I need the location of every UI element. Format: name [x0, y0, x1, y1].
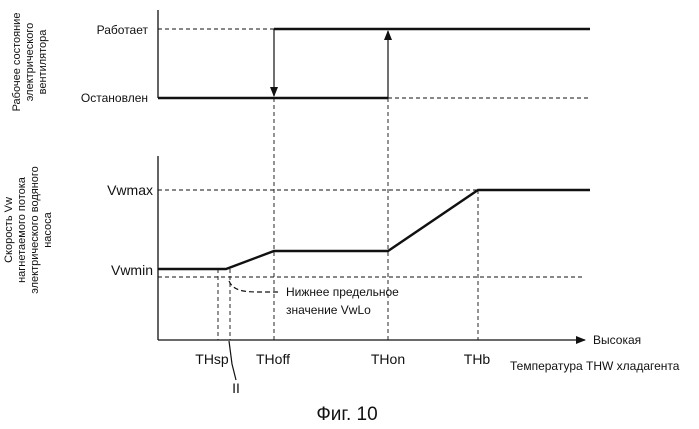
pump-y-label: Скорость Vw нагнетаемого потока электрич…: [3, 166, 54, 294]
tick-label-thoff: THoff: [256, 351, 290, 367]
pump-speed-trace: [158, 188, 590, 271]
lower-limit-label-line-1: Нижнее предельное: [286, 285, 399, 299]
pump-speed-panel: Скорость Vw нагнетаемого потока электрич…: [3, 98, 680, 396]
fan-state-panel: Рабочее состояние электрического вентиля…: [11, 10, 590, 111]
x-axis-title: Температура THW хладагента: [510, 359, 680, 373]
tick-label-thb: THb: [464, 351, 491, 367]
roman-two-leader: [228, 340, 237, 381]
fan-y-label: Рабочее состояние электрического вентиля…: [11, 13, 49, 112]
fan-y-label-line-1: Рабочее состояние: [11, 13, 23, 112]
roman-two-label: II: [232, 380, 240, 396]
fan-state-on-label: Работает: [97, 23, 149, 37]
lower-limit-label-line-2: значение VwLo: [286, 303, 371, 317]
fan-state-off-label: Остановлен: [81, 91, 148, 105]
pump-y-label-line-2: нагнетаемого потока: [16, 176, 28, 283]
lower-limit-leader: [228, 280, 280, 293]
fan-y-label-line-3: вентилятора: [37, 29, 49, 95]
figure-caption: Фиг. 10: [316, 404, 377, 425]
x-axis-direction-label: Высокая: [593, 333, 641, 347]
pump-y-label-line-1: Скорость Vw: [3, 197, 15, 263]
tick-label-thon: THon: [371, 351, 405, 367]
pump-y-label-line-3: электрического водяного: [29, 166, 41, 294]
tick-label-thsp: THsp: [195, 351, 229, 367]
pump-y-label-line-4: насоса: [42, 211, 54, 247]
vwmax-label: Vwmax: [107, 182, 153, 198]
vwmin-label: Vwmin: [111, 262, 153, 278]
fan-y-label-line-2: электрического: [24, 23, 36, 101]
